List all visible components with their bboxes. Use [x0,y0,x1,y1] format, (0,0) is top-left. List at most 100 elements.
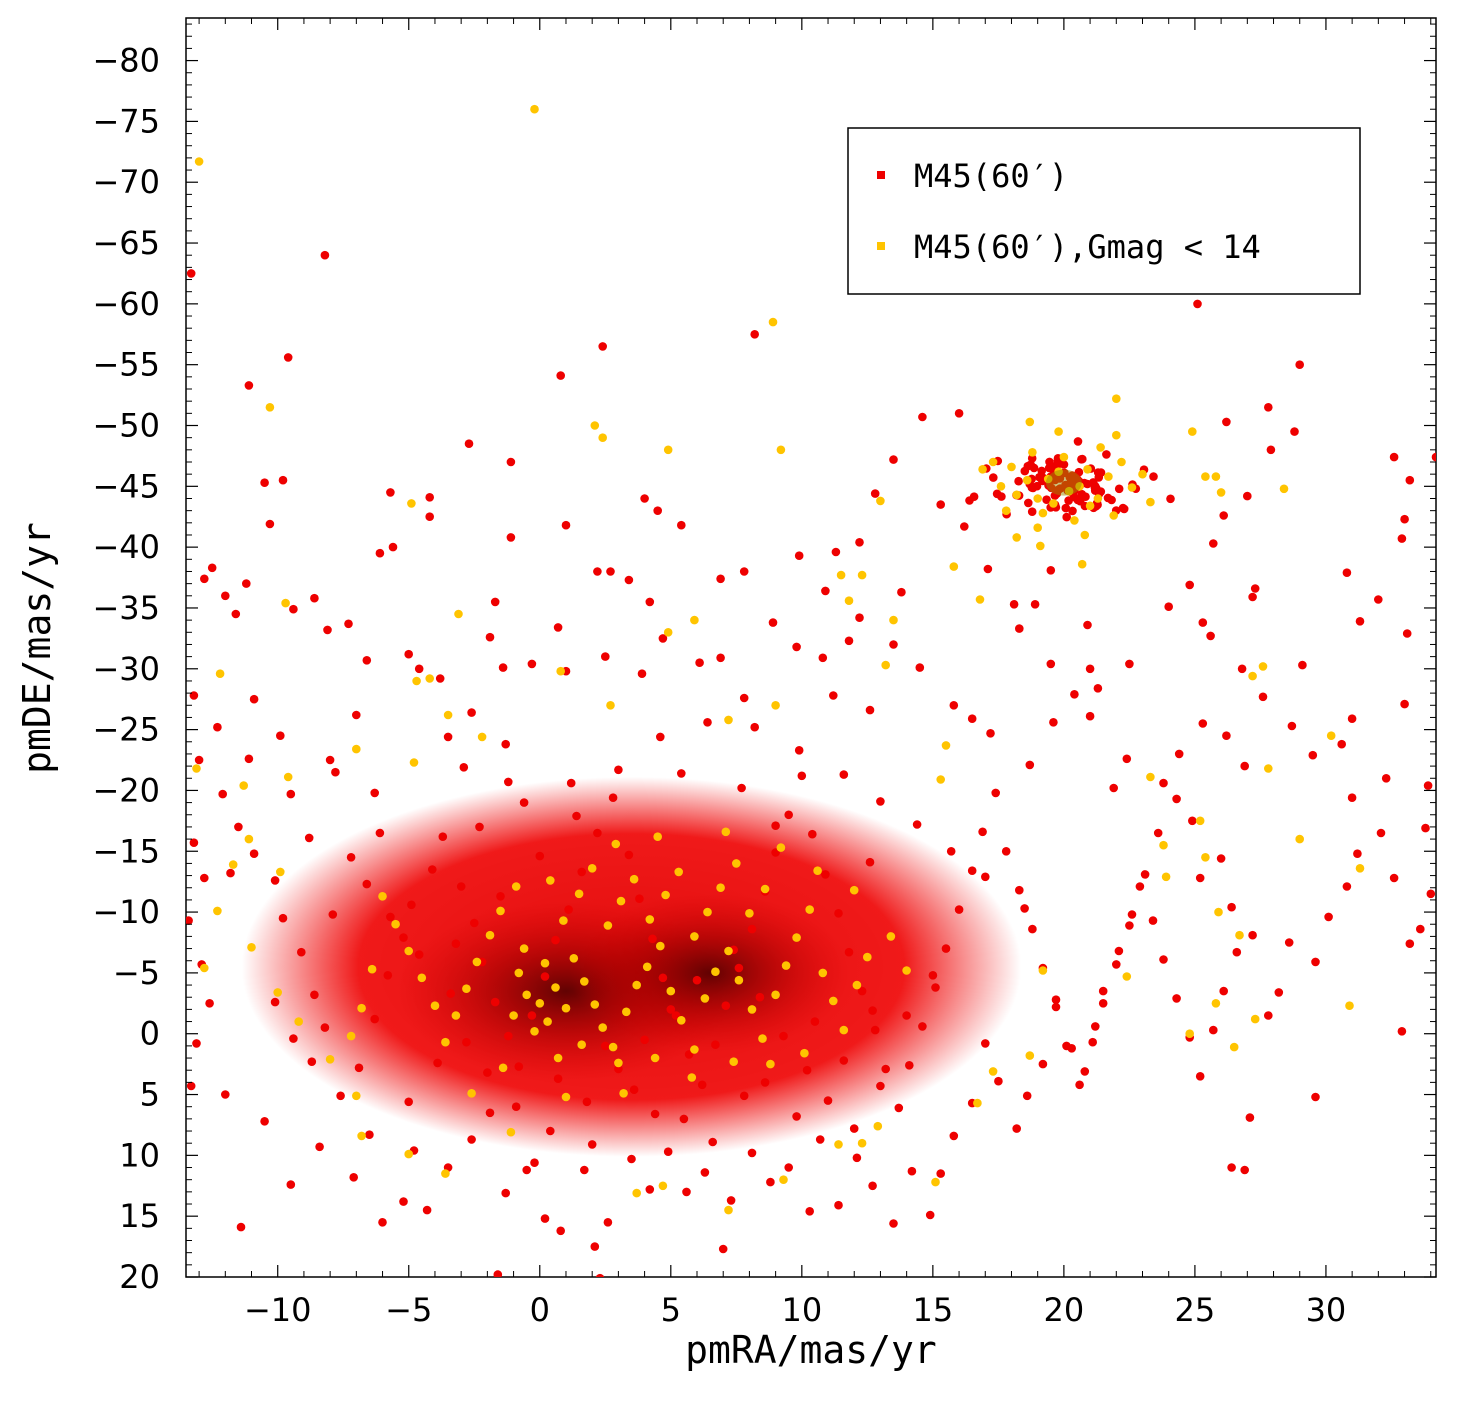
data-point [438,832,448,841]
data-point [1085,501,1095,511]
data-point [1073,437,1083,446]
data-point [640,494,649,503]
data-point [1355,864,1365,873]
data-point [1033,494,1042,503]
data-point [868,1181,877,1191]
data-point [936,775,945,784]
data-point [810,1017,820,1026]
data-point [1054,427,1063,436]
data-point [1421,823,1430,833]
data-point [747,1148,757,1158]
data-point [186,269,196,278]
data-point [721,1001,731,1010]
data-point [323,625,332,635]
data-point [428,865,437,874]
data-point [734,963,744,973]
data-point [1064,496,1073,505]
data-point [320,250,330,260]
data-point [857,986,867,996]
data-point [601,652,610,661]
data-point [718,1244,728,1254]
data-point [889,455,898,464]
data-point [346,1031,356,1041]
y-tick-label: −80 [92,42,160,80]
data-point [852,1153,862,1163]
data-point [992,489,1002,499]
data-point [430,1001,440,1010]
data-point [1295,834,1304,844]
data-point [792,1112,801,1121]
data-point [407,900,416,910]
data-point [815,1135,825,1144]
data-point [189,838,199,847]
data-point [771,821,780,830]
data-point [645,597,655,607]
data-point [218,789,227,799]
data-point [370,788,380,798]
data-point [593,828,602,838]
data-point [556,1226,565,1236]
data-point [446,989,456,998]
data-point [640,1035,649,1045]
data-point [1248,592,1257,602]
data-point [739,1091,749,1101]
data-point [566,778,576,788]
data-point [1295,360,1304,370]
data-point [370,1014,380,1024]
data-point [192,1039,201,1048]
data-point [564,905,573,914]
data-point [614,1064,623,1074]
data-point [375,828,385,838]
data-point [1061,503,1071,513]
data-point [590,421,600,430]
data-point [234,822,243,832]
data-point [839,770,849,779]
data-point [776,843,786,852]
data-point [451,1011,461,1020]
data-point [1222,731,1231,740]
data-point [462,984,471,993]
data-point [873,1121,883,1131]
data-point [967,714,977,723]
data-point [844,636,854,646]
data-point [483,1068,492,1077]
data-point [587,864,597,873]
data-point [504,777,513,787]
data-point [724,715,733,725]
data-point [1025,760,1035,770]
data-point [315,1142,324,1152]
data-point [399,933,408,942]
data-point [283,772,293,782]
data-point [1028,924,1037,934]
data-point [375,548,385,558]
data-point [988,1067,998,1076]
data-point [716,883,725,892]
data-point [1036,541,1045,551]
data-point [1243,491,1252,501]
data-point [297,947,306,957]
data-point [1001,506,1011,515]
data-point [800,1048,809,1058]
data-point [857,570,867,580]
data-point [433,1058,442,1068]
data-point [750,330,759,339]
data-point [207,563,217,573]
data-point [414,950,424,959]
data-point [509,1011,518,1020]
data-point [485,632,495,642]
data-point [656,941,665,951]
data-point [595,1273,605,1277]
data-point [844,596,854,605]
data-point [1012,490,1021,500]
data-point [692,975,702,985]
data-point [1423,781,1433,790]
data-point [435,674,445,683]
data-point [973,1098,982,1108]
data-point [200,574,209,584]
data-point [969,492,979,502]
data-point [1188,816,1197,826]
data-point [1400,514,1409,524]
y-tick-label: −60 [92,285,160,323]
data-point [598,433,607,443]
data-point [1014,476,1023,486]
